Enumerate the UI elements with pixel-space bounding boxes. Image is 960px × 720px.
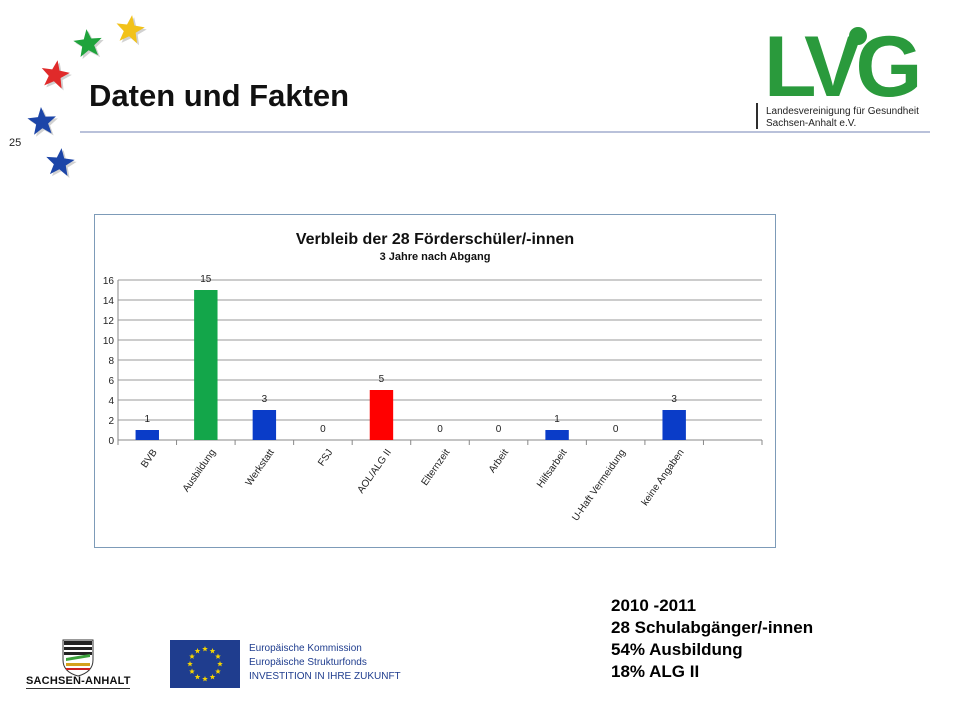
eu-commission: Europäische Kommission <box>249 643 362 654</box>
data-label: 1 <box>554 414 560 425</box>
data-label: 3 <box>671 394 677 405</box>
category-label: keine Angaben <box>640 447 687 508</box>
blue-star-icon <box>46 148 75 176</box>
category-label: U-Haft Vermeidung <box>570 447 628 523</box>
stats-summary: 2010 -2011 28 Schulabgänger/-innen 54% A… <box>611 595 813 683</box>
y-tick-label: 0 <box>108 436 114 447</box>
logo-org-name: Landesvereinigung für Gesundheit <box>766 106 919 117</box>
data-label: 0 <box>320 424 326 435</box>
logo-dot-icon <box>849 27 867 45</box>
category-label: Werkstatt <box>244 447 277 488</box>
lvg-logo-letters: LVG <box>764 22 918 102</box>
sachsen-anhalt-wordmark: SACHSEN-ANHALT <box>26 675 131 687</box>
y-tick-label: 12 <box>103 316 115 327</box>
y-tick-label: 2 <box>108 416 114 427</box>
bar-chart: Verbleib der 28 Förderschüler/-innen 3 J… <box>103 231 763 523</box>
y-tick-label: 14 <box>103 296 115 307</box>
data-label: 0 <box>437 424 443 435</box>
eu-star-icon <box>202 676 208 682</box>
page-number: 25 <box>9 137 22 149</box>
eu-star-icon <box>215 668 221 674</box>
y-tick-label: 16 <box>103 276 115 287</box>
eu-star-icon <box>209 648 216 654</box>
stats-apprenticeship: 54% Ausbildung <box>611 640 743 659</box>
stats-alg: 18% ALG II <box>611 662 700 681</box>
eu-structural-funds: Europäische Strukturfonds <box>249 657 367 668</box>
eu-star-icon <box>189 668 195 674</box>
slide-title: Daten und Fakten <box>89 78 350 113</box>
data-label: 0 <box>496 424 502 435</box>
eu-star-icon <box>217 661 223 667</box>
sachsen-anhalt-crest-icon <box>62 639 94 677</box>
bar <box>545 430 569 440</box>
logo-divider <box>756 103 758 129</box>
bar <box>135 430 159 440</box>
y-tick-label: 8 <box>108 356 114 367</box>
yellow-star-icon <box>116 15 145 44</box>
title-divider <box>80 131 930 133</box>
category-label: Hilfsarbeit <box>535 447 570 490</box>
red-star-icon <box>41 60 70 89</box>
category-label: FSJ <box>316 447 335 468</box>
bar <box>369 390 394 440</box>
chart-subtitle: 3 Jahre nach Abgang <box>380 251 491 263</box>
category-label: BVB <box>139 447 160 470</box>
data-label: 3 <box>262 394 268 405</box>
data-label: 15 <box>200 274 212 285</box>
eu-star-icon <box>189 653 195 659</box>
eu-star-icon <box>202 646 208 652</box>
data-label: 1 <box>144 414 150 425</box>
stats-graduates: 28 Schulabgänger/-innen <box>611 618 814 637</box>
bar <box>252 410 277 440</box>
sachsen-anhalt-underline <box>26 688 130 689</box>
data-label: 5 <box>379 374 385 385</box>
eu-flag-icon <box>170 640 240 688</box>
logo-org-region: Sachsen-Anhalt e.V. <box>766 118 857 129</box>
y-tick-label: 4 <box>108 396 114 407</box>
stats-period: 2010 -2011 <box>611 596 697 615</box>
bar <box>194 290 218 440</box>
category-label: Elternzeit <box>420 447 453 488</box>
eu-star-icon <box>209 673 216 680</box>
category-label: Arbeit <box>487 447 511 475</box>
eu-investment-slogan: INVESTITION IN IHRE ZUKUNFT <box>249 671 401 682</box>
y-tick-label: 6 <box>108 376 114 387</box>
green-star-icon <box>73 29 102 57</box>
bar <box>662 410 686 440</box>
blue-star-icon <box>27 107 56 135</box>
chart-title: Verbleib der 28 Förderschüler/-innen <box>296 231 574 248</box>
eu-star-icon <box>194 648 201 654</box>
data-label: 0 <box>613 424 619 435</box>
decorative-stars <box>27 15 147 178</box>
lvg-logo: LVG <box>764 22 924 102</box>
eu-funding-text: Europäische Kommission Europäische Struk… <box>249 642 401 684</box>
eu-star-icon <box>215 653 221 659</box>
eu-star-icon <box>194 673 201 680</box>
eu-star-icon <box>187 661 193 667</box>
y-tick-label: 10 <box>103 336 115 347</box>
category-label: AOL/ALG II <box>356 447 394 495</box>
category-label: Ausbildung <box>181 447 218 494</box>
